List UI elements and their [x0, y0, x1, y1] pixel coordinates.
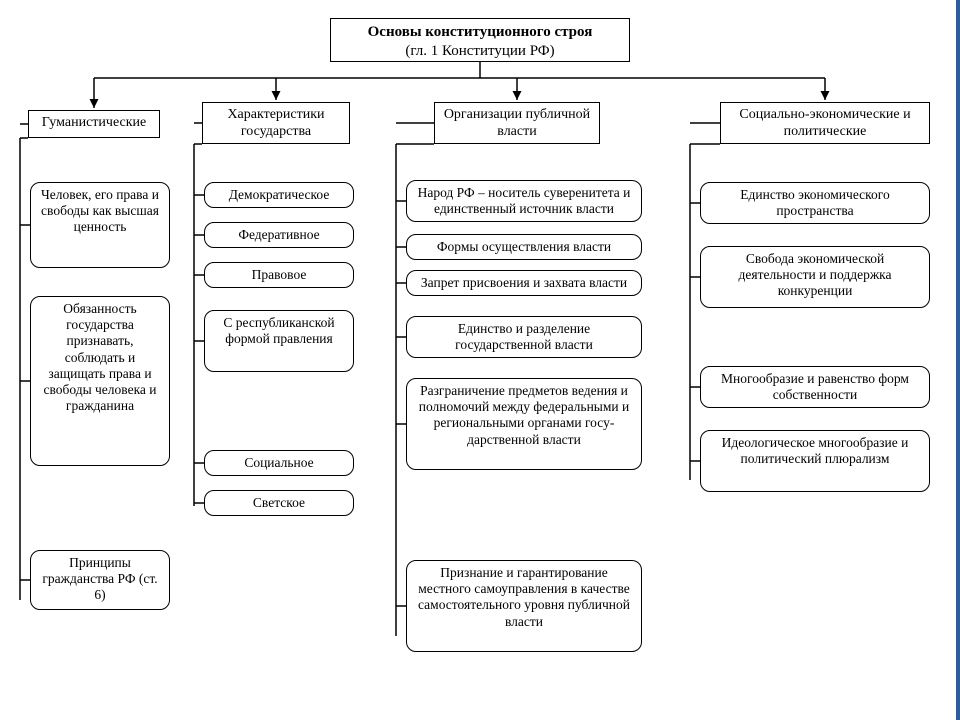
category-box: Организации публичной власти [434, 102, 600, 144]
item-text: Признание и гарантирование местного само… [418, 565, 630, 629]
item-text: Человек, его права и свободы как высшая … [41, 187, 159, 234]
item-box: Правовое [204, 262, 354, 288]
category-label: Организации публичной власти [444, 107, 590, 139]
category-label: Гуманистические [42, 115, 147, 130]
item-text: Запрет присвоения и захвата власти [421, 275, 627, 290]
item-box: Обязанность государства признавать, собл… [30, 296, 170, 466]
item-text: С республи­канской формой правления [223, 315, 334, 346]
item-box: Демократическое [204, 182, 354, 208]
item-text: Свобода экономической деятельности и под… [739, 251, 892, 298]
item-box: Запрет присвоения и захвата власти [406, 270, 642, 296]
item-box: Формы осуществления власти [406, 234, 642, 260]
item-text: Правовое [252, 267, 307, 282]
right-edge-stripe [956, 0, 960, 720]
item-text: Многообразие и равенство форм собственно… [721, 371, 909, 402]
item-text: Обязанность государства признавать, собл… [43, 301, 156, 413]
item-text: Принципы гражданства РФ (ст. 6) [42, 555, 157, 602]
item-text: Социальное [244, 455, 313, 470]
item-box: Свобода экономической деятельности и под… [700, 246, 930, 308]
root-subtitle: (гл. 1 Конституции РФ) [405, 43, 554, 59]
item-text: Демократическое [229, 187, 330, 202]
item-box: Народ РФ – носитель суверенитета и единс… [406, 180, 642, 222]
item-text: Федеративное [238, 227, 319, 242]
item-box: Светское [204, 490, 354, 516]
item-text: Формы осуществления власти [437, 239, 611, 254]
item-box: Принципы гражданства РФ (ст. 6) [30, 550, 170, 610]
category-box: Социально-экономические и политические [720, 102, 930, 144]
item-box: Единство и разделение государственной вл… [406, 316, 642, 358]
root-box: Основы конституционного строя (гл. 1 Конс… [330, 18, 630, 62]
item-box: Единство экономического пространства [700, 182, 930, 224]
item-text: Народ РФ – носитель суверенитета и единс… [418, 185, 631, 216]
item-box: Разграничение предметов ведения и полном… [406, 378, 642, 470]
item-box: Федеративное [204, 222, 354, 248]
item-text: Светское [253, 495, 305, 510]
category-label: Социально-экономические и политические [739, 107, 910, 139]
item-box: С республи­канской формой правления [204, 310, 354, 372]
item-box: Социальное [204, 450, 354, 476]
item-box: Идеологическое много­образие и политичес… [700, 430, 930, 492]
item-box: Человек, его права и свободы как высшая … [30, 182, 170, 268]
root-title: Основы конституционного строя [368, 24, 593, 40]
item-text: Единство и разделение государственной вл… [455, 321, 593, 352]
item-box: Признание и гарантирование местного само… [406, 560, 642, 652]
category-box: Характеристики государства [202, 102, 350, 144]
category-box: Гуманистические [28, 110, 160, 138]
item-box: Многообразие и равенство форм собственно… [700, 366, 930, 408]
item-text: Идеологическое много­образие и политичес… [722, 435, 909, 466]
item-text: Единство экономического пространства [740, 187, 889, 218]
item-text: Разграничение предметов ведения и полном… [419, 383, 630, 447]
category-label: Характеристики государства [227, 107, 324, 139]
